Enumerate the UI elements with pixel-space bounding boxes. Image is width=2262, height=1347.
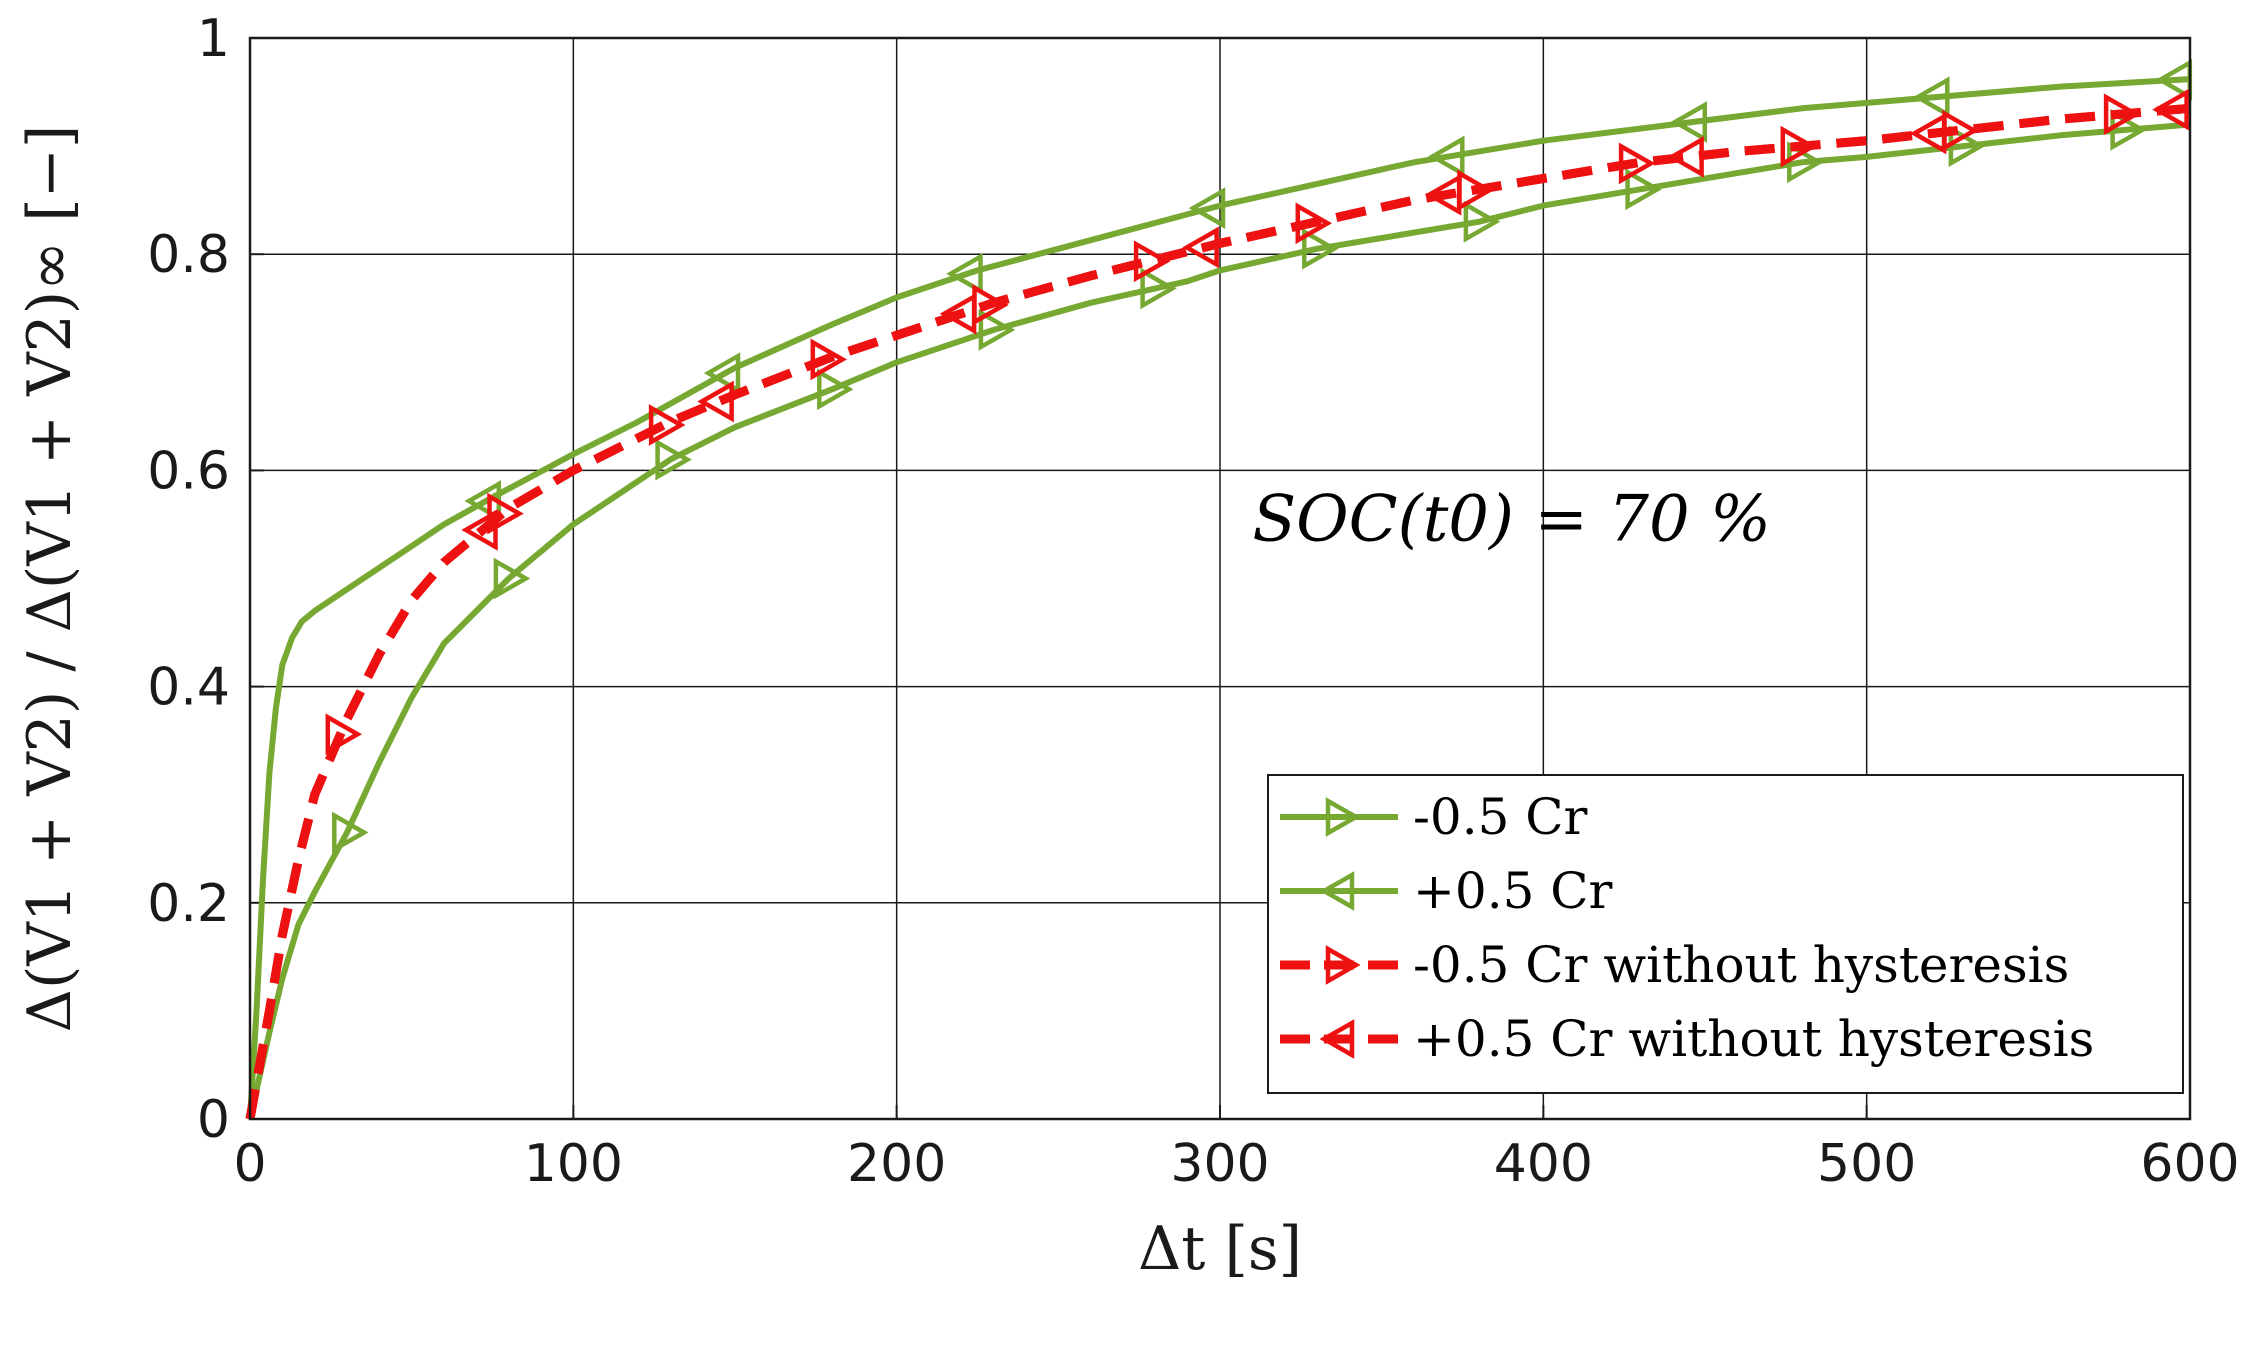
x-axis-title: Δt [s] — [1138, 1214, 1302, 1284]
data-point-marker — [493, 557, 531, 600]
data-point-marker — [939, 292, 977, 335]
tick-labels: 0 100 200 300 400 500 600 0 0.2 0.4 0.6 0.8 1 — [147, 9, 2239, 1194]
data-point-marker — [703, 352, 741, 394]
x-tick-label: 100 — [524, 1134, 623, 1194]
annotation-soc: SOC(t0) = 70 % — [1252, 483, 1771, 557]
legend-label: -0.5 Cr without hysteresis — [1413, 936, 2069, 994]
data-point-marker — [2152, 88, 2189, 131]
data-point-marker — [2103, 93, 2141, 136]
y-tick-label: 0.2 — [147, 874, 230, 934]
data-point-marker — [1670, 101, 1708, 143]
series-line — [247, 76, 2191, 1120]
y-tick-label: 0.6 — [147, 441, 230, 501]
data-point-marker — [1424, 173, 1462, 216]
data-point-marker — [1188, 187, 1226, 229]
legend-entry: -0.5 Cr without hysteresis — [1280, 936, 2069, 994]
data-point-marker — [978, 309, 1016, 351]
x-tick-label: 500 — [1817, 1134, 1916, 1194]
data-point-marker — [1463, 200, 1501, 243]
legend-label: -0.5 Cr — [1413, 788, 1588, 846]
data-point-marker — [810, 338, 848, 381]
data-point-marker — [1625, 168, 1662, 211]
x-tick-label: 200 — [847, 1134, 946, 1194]
data-point-marker — [1909, 112, 1947, 155]
data-point-marker — [1182, 226, 1219, 269]
data-point-marker — [655, 438, 692, 481]
axes-box — [248, 36, 2192, 1121]
legend-marker — [1319, 871, 1355, 911]
y-tick-label: 0 — [197, 1090, 230, 1150]
data-point-marker — [946, 252, 983, 295]
x-tick-label: 600 — [2140, 1134, 2239, 1194]
legend-marker — [1325, 797, 1361, 837]
legend-entry: +0.5 Cr — [1280, 862, 1613, 920]
legend-entry: -0.5 Cr — [1280, 788, 1588, 846]
legend-entry: +0.5 Cr without hysteresis — [1280, 1010, 2094, 1068]
y-tick-label: 1 — [197, 9, 230, 69]
data-point-marker — [817, 368, 854, 411]
data-point-marker — [1667, 136, 1704, 178]
data-point-marker — [325, 713, 363, 756]
x-tick-label: 0 — [233, 1134, 266, 1194]
data-point-marker — [487, 492, 524, 535]
series-3 — [245, 88, 2191, 1120]
data-point-marker — [461, 509, 498, 551]
legend-label: +0.5 Cr — [1413, 862, 1613, 920]
legend-marker — [1325, 945, 1361, 985]
legend: -0.5 Cr +0.5 Cr -0.5 Cr without hysteresis… — [1267, 774, 2184, 1094]
data-point-marker — [1140, 267, 1177, 310]
series-0 — [247, 109, 2191, 1120]
legend-label: +0.5 Cr without hysteresis — [1413, 1010, 2094, 1068]
series-layer — [245, 58, 2193, 1120]
data-point-marker — [1913, 76, 1950, 119]
data-point-marker — [332, 811, 369, 854]
data-point-marker — [1780, 125, 1818, 168]
x-tick-label: 400 — [1494, 1134, 1593, 1194]
data-point-marker — [1428, 135, 1465, 178]
y-tick-label: 0.4 — [147, 658, 230, 718]
data-point-marker — [1302, 227, 1339, 270]
y-axis-title: Δ(V1 + V2) / Δ(V1 + V2)∞ [−] — [15, 125, 85, 1033]
x-tick-label: 300 — [1170, 1134, 1269, 1194]
data-point-marker — [697, 380, 734, 423]
legend-marker — [1319, 1019, 1355, 1059]
series-line — [245, 103, 2191, 1120]
y-tick-label: 0.8 — [147, 225, 230, 285]
data-point-marker — [648, 404, 686, 446]
legend-box — [1267, 774, 2184, 1094]
